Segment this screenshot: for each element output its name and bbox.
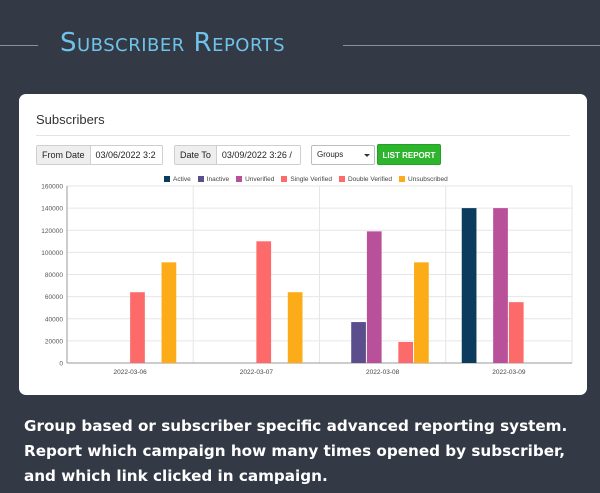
from-date-group: From Date 03/06/2022 3:2 <box>36 145 163 165</box>
feature-caption: Group based or subscriber specific advan… <box>24 414 584 489</box>
caption-line-1: Group based or subscriber specific advan… <box>24 417 568 435</box>
legend-label: Inactive <box>206 175 230 183</box>
bar <box>508 302 524 363</box>
subscribers-bar-chart: 0 20000 40000 60000 80000 100000 120000 140000 1… <box>41 184 573 376</box>
caption-line-2: Report which campaign how many times ope… <box>24 442 566 460</box>
bar <box>130 292 145 363</box>
from-date-input[interactable]: 03/06/2022 3:2 <box>95 150 156 160</box>
legend-swatch <box>338 176 345 182</box>
list-report-button[interactable]: LIST REPORT <box>377 144 441 165</box>
x-tick-label: 2022-03-06 <box>114 369 148 376</box>
chart-legend: Active Inactive Unverified Single Verified D… <box>164 174 448 184</box>
y-tick-label: 120000 <box>41 228 63 235</box>
caption-line-3: and which link clicked in campaign. <box>24 467 328 485</box>
groups-select-value: Groups <box>317 150 344 159</box>
legend-label: Unverified <box>245 175 275 183</box>
legend-label: Single Verified <box>290 175 332 183</box>
bar <box>351 322 366 363</box>
legend-swatch <box>281 176 288 182</box>
x-tick-label: 2022-03-09 <box>492 369 526 376</box>
hero-divider-left <box>0 45 38 46</box>
legend-swatch <box>164 176 170 182</box>
legend-item[interactable]: Active <box>164 174 191 184</box>
y-tick-label: 160000 <box>41 184 63 191</box>
legend-swatch <box>197 176 204 182</box>
to-date-input[interactable]: 03/09/2022 3:26 / <box>221 150 292 160</box>
bar <box>161 262 177 363</box>
legend-label: Unsubscribed <box>408 175 448 183</box>
bar <box>398 341 414 363</box>
y-tick-label: 140000 <box>41 206 63 213</box>
legend-item[interactable]: Unverified <box>236 174 274 184</box>
y-tick-label: 40000 <box>45 316 63 323</box>
legend-item[interactable]: Double Verified <box>338 174 393 184</box>
x-tick-label: 2022-03-08 <box>366 369 400 376</box>
legend-item[interactable]: Unsubscribed <box>399 174 448 184</box>
legend-label: Double Verified <box>347 175 393 183</box>
subscribers-card: Subscribers From Date 03/06/2022 3:2 Dat… <box>19 94 587 395</box>
legend-item[interactable]: Inactive <box>197 174 230 184</box>
hero-banner: Subscriber Reports <box>0 22 600 72</box>
card-title: Subscribers <box>36 112 105 127</box>
to-date-group: Date To 03/09/2022 3:26 / <box>174 145 301 165</box>
x-tick-label: 2022-03-07 <box>240 369 274 376</box>
legend-swatch <box>236 176 243 182</box>
chevron-down-icon <box>364 154 370 157</box>
y-tick-label: 60000 <box>45 294 63 301</box>
bar <box>287 292 303 363</box>
bar <box>366 231 382 363</box>
bar <box>414 262 429 363</box>
y-tick-label: 80000 <box>45 272 63 279</box>
hero-divider-right <box>343 45 600 46</box>
bar <box>256 241 272 363</box>
legend-label: Active <box>173 175 191 183</box>
y-tick-label: 0 <box>59 361 63 368</box>
y-tick-label: 20000 <box>45 338 63 345</box>
bar <box>461 208 477 363</box>
bar <box>493 208 508 363</box>
to-date-label: Date To <box>175 146 217 164</box>
hero-title: Subscriber Reports <box>60 28 286 58</box>
legend-swatch <box>399 176 406 182</box>
groups-select[interactable]: Groups <box>311 145 375 165</box>
legend-item[interactable]: Single Verified <box>281 174 332 184</box>
card-divider <box>36 135 570 136</box>
from-date-label: From Date <box>37 146 91 164</box>
y-tick-label: 100000 <box>41 250 63 257</box>
